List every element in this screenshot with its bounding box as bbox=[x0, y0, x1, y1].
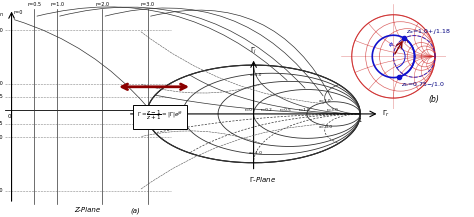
Text: x=1.0: x=1.0 bbox=[0, 81, 3, 86]
Text: x=3.0: x=3.0 bbox=[0, 28, 3, 33]
Text: $\Gamma_i$: $\Gamma_i$ bbox=[250, 46, 257, 56]
Text: -1: -1 bbox=[145, 118, 149, 123]
Text: 0: 0 bbox=[8, 114, 11, 119]
Text: $\phi_L$: $\phi_L$ bbox=[388, 40, 395, 49]
Text: r=0: r=0 bbox=[14, 10, 23, 15]
Text: $\Gamma_n$: $\Gamma_n$ bbox=[401, 36, 410, 46]
Text: r=3.0: r=3.0 bbox=[141, 2, 155, 7]
Text: $\Gamma=\dfrac{z-1}{z+1}=|\Gamma|e^{j\theta}$: $\Gamma=\dfrac{z-1}{z+1}=|\Gamma|e^{j\th… bbox=[137, 108, 183, 122]
Text: x=-3.0: x=-3.0 bbox=[319, 125, 332, 129]
Text: x=1.0: x=1.0 bbox=[249, 73, 262, 77]
Text: r=0.2: r=0.2 bbox=[261, 108, 273, 112]
Text: r=1.0: r=1.0 bbox=[50, 2, 64, 7]
Text: x=-3.0: x=-3.0 bbox=[0, 188, 3, 193]
Text: $z_a\!=\!1.0\!+\!j1.18$: $z_a\!=\!1.0\!+\!j1.18$ bbox=[406, 27, 451, 36]
Text: x=0.5: x=0.5 bbox=[0, 94, 3, 99]
Text: 1: 1 bbox=[359, 118, 362, 123]
FancyBboxPatch shape bbox=[133, 105, 187, 129]
Text: x=3.0: x=3.0 bbox=[319, 99, 332, 103]
Text: $\Gamma_r$: $\Gamma_r$ bbox=[382, 109, 390, 119]
Text: Z-Plane: Z-Plane bbox=[74, 207, 101, 213]
Text: $z_b\!=\!0.75\!-\!j1.0$: $z_b\!=\!0.75\!-\!j1.0$ bbox=[401, 80, 446, 89]
Text: x=-1.0: x=-1.0 bbox=[249, 151, 263, 155]
Text: r=0: r=0 bbox=[244, 108, 252, 112]
Text: r=1.0: r=1.0 bbox=[299, 108, 310, 112]
Text: $\Gamma$-Plane: $\Gamma$-Plane bbox=[249, 175, 277, 184]
Text: $jX_n$: $jX_n$ bbox=[0, 9, 4, 19]
Text: (b): (b) bbox=[428, 95, 439, 104]
Text: r=3.0: r=3.0 bbox=[327, 108, 338, 112]
Text: r=2.0: r=2.0 bbox=[95, 2, 109, 7]
Text: r=0.5: r=0.5 bbox=[27, 2, 41, 7]
Text: x=-0.5: x=-0.5 bbox=[0, 121, 3, 126]
Text: x=-1.0: x=-1.0 bbox=[0, 135, 3, 140]
Text: (a): (a) bbox=[130, 207, 140, 214]
Text: r=0.5: r=0.5 bbox=[280, 108, 292, 112]
